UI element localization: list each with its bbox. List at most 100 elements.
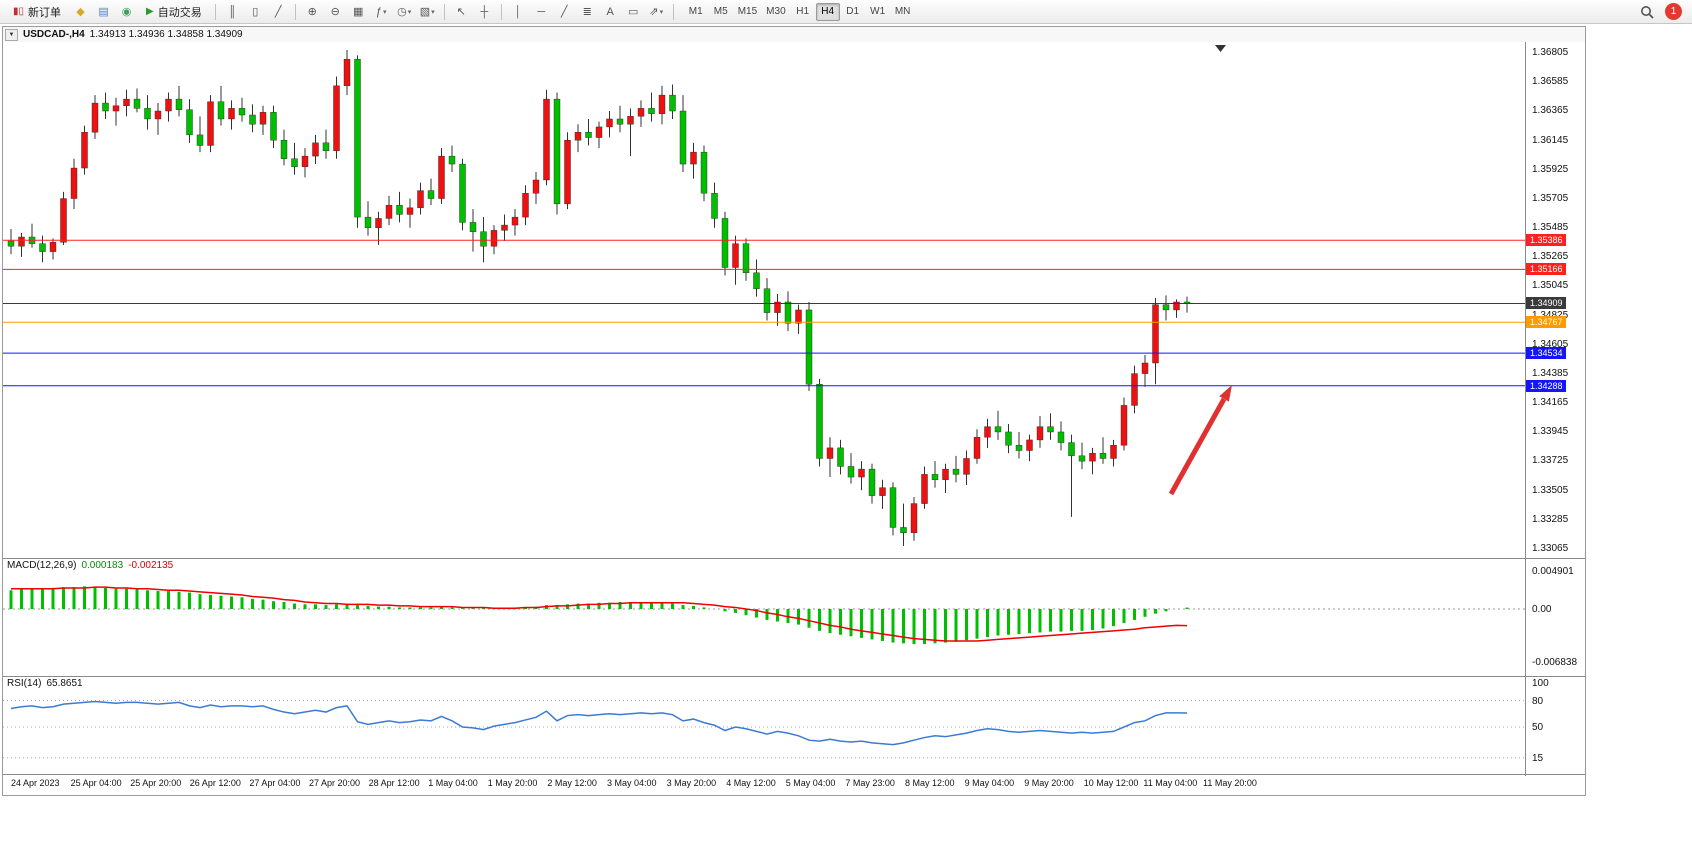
toolbar: ▮▯ 新订单 ◆ ▤ ◉ ▶ 自动交易 ║ ▯ ╱ ⊕ ⊖ ▦ ƒ ▾ ◷ ▾ ▧ ▾ ↖ ┼ │ ─ ╱ ≣ A ▭ ⇗ ▾ M1 M5 M… (0, 0, 1692, 24)
price-axis[interactable]: 1.36805 1.36585 1.36365 1.36145 1.35925 1.357… (1525, 42, 1586, 776)
price-pane[interactable] (3, 42, 1585, 559)
resistance-line-1-tag[interactable]: 1.35386 (1526, 234, 1566, 247)
indicators-button[interactable]: ƒ ▾ (371, 2, 392, 22)
chart-window: ▼ USDCAD-,H4 1.34913 1.34936 1.34858 1.3… (2, 26, 1586, 796)
toolbar-items: ▮▯ 新订单 ◆ ▤ ◉ ▶ 自动交易 ║ ▯ ╱ ⊕ ⊖ ▦ ƒ ▾ ◷ ▾ ▧ ▾ ↖ ┼ │ ─ ╱ ≣ A ▭ ⇗ ▾ M1 M5 M… (6, 0, 1686, 23)
zoom-in-button[interactable]: ⊕ (302, 2, 323, 22)
rsi-indicator-name: RSI(14) (7, 678, 42, 689)
macd-pane[interactable]: MACD(12,26,9) 0.000183 -0.002135 (3, 559, 1585, 677)
price-axis-label: 1.36805 (1532, 47, 1569, 58)
date-axis[interactable]: 24 Apr 2023 25 Apr 04:00 25 Apr 20:00 26 Ap… (3, 775, 1525, 793)
price-axis-label: 1.35485 (1532, 222, 1569, 234)
timeframe-button-m1[interactable]: M1 (684, 3, 708, 21)
label-icon-button[interactable]: ▭ (623, 2, 644, 22)
candlestick-chart-icon-button[interactable]: ▯ (245, 2, 266, 22)
support-line-orange-tag[interactable]: 1.34767 (1526, 316, 1566, 329)
timeframe-button-h4[interactable]: H4 (815, 2, 840, 21)
date-axis-label: 25 Apr 20:00 (130, 778, 182, 788)
fibonacci-icon-button[interactable]: ≣ (577, 2, 598, 22)
macd-signal-line (11, 586, 1188, 642)
macd-signal-value: -0.002135 (128, 560, 174, 571)
price-axis-label: 1.36585 (1532, 76, 1569, 88)
trendline-icon-button[interactable]: ╱ (554, 2, 575, 22)
macd-histogram (9, 586, 1189, 645)
toolbar-separator (672, 3, 674, 20)
auto-trading-icon: ▶ (146, 6, 154, 17)
price-axis-label: 1.34165 (1532, 397, 1569, 409)
text-icon-button[interactable]: A (600, 2, 621, 22)
dropdown-arrow-icon: ▾ (383, 8, 387, 16)
macd-canvas[interactable] (3, 559, 1525, 676)
market-watch-icon-button[interactable]: ▤ (93, 2, 114, 22)
price-axis-label: 1.33285 (1532, 513, 1569, 525)
timeframe-button-m30[interactable]: M30 (762, 3, 789, 21)
label-icon-icon: ▭ (628, 6, 639, 18)
timeframe-button-d1[interactable]: D1 (841, 3, 865, 21)
data-window-icon-button[interactable]: ◉ (116, 2, 137, 22)
tile-windows-icon-button[interactable]: ▦ (348, 2, 369, 22)
periods-button[interactable]: ◷ ▾ (394, 2, 415, 22)
rsi-canvas[interactable] (3, 677, 1525, 774)
toolbar-separator (214, 3, 216, 20)
notification-badge[interactable]: 1 (1665, 3, 1682, 20)
arrows-icon-icon: ⇗ (649, 6, 659, 18)
main-chart-canvas[interactable] (3, 42, 1525, 558)
search-button[interactable] (1636, 2, 1657, 22)
price-axis-label: 1.33945 (1532, 426, 1569, 438)
date-axis-label: 26 Apr 12:00 (189, 778, 241, 788)
data-window-icon-icon: ◉ (121, 6, 132, 18)
timeframe-button-m15[interactable]: M15 (734, 3, 761, 21)
current-price-line-tag[interactable]: 1.34909 (1526, 297, 1566, 310)
zoom-out-icon: ⊖ (330, 6, 340, 18)
crosshair-icon-button[interactable]: ┼ (474, 2, 495, 22)
periods-icon: ◷ (397, 6, 407, 18)
date-axis-label: 11 May 04:00 (1143, 778, 1198, 788)
timeframe-button-w1[interactable]: W1 (866, 3, 890, 21)
price-axis-label: 1.33065 (1532, 543, 1569, 554)
crosshair-icon-icon: ┼ (480, 5, 489, 18)
auto-trading-button[interactable]: ▶ 自动交易 (139, 2, 209, 22)
dropdown-arrow-icon: ▾ (659, 8, 664, 16)
macd-indicator-name: MACD(12,26,9) (7, 560, 77, 571)
profiles-icon-button[interactable]: ◆ (70, 2, 91, 22)
chart-title-bar: ▼ USDCAD-,H4 1.34913 1.34936 1.34858 1.3… (3, 27, 1585, 42)
price-axis-label: 1.35925 (1532, 163, 1569, 175)
collapse-chart-button[interactable]: ▼ (5, 28, 18, 41)
date-axis-label: 2 May 12:00 (547, 778, 597, 788)
line-chart-icon-button[interactable]: ╱ (268, 2, 289, 22)
zoom-out-button[interactable]: ⊖ (325, 2, 346, 22)
rsi-axis-label: 100 (1532, 678, 1549, 689)
chart-shift-marker-icon[interactable] (1215, 45, 1226, 52)
cursor-icon-icon: ↖ (456, 6, 466, 18)
price-axis-label: 1.33725 (1532, 455, 1569, 467)
cursor-icon-button[interactable]: ↖ (451, 2, 472, 22)
resistance-line-2-tag[interactable]: 1.35166 (1526, 263, 1566, 276)
date-axis-label: 4 May 12:00 (726, 778, 776, 788)
zoom-in-icon: ⊕ (307, 6, 317, 18)
date-axis-label: 24 Apr 2023 (11, 778, 60, 788)
timeframe-button-m5[interactable]: M5 (709, 3, 733, 21)
new-order-button[interactable]: ▮▯ 新订单 (6, 2, 68, 22)
rsi-pane[interactable]: RSI(14) 65.8651 (3, 677, 1585, 775)
chart-ohlc-values: 1.34913 1.34936 1.34858 1.34909 (89, 29, 243, 40)
support-line-blue-1-tag[interactable]: 1.34534 (1526, 347, 1566, 360)
rsi-axis-label: 15 (1532, 752, 1544, 764)
timeframe-button-mn[interactable]: MN (891, 3, 915, 21)
trend-arrow-annotation[interactable] (1168, 385, 1232, 496)
templates-button[interactable]: ▧ ▾ (417, 2, 438, 22)
arrows-icon-button[interactable]: ⇗ ▾ (646, 2, 667, 22)
rsi-value: 65.8651 (46, 678, 83, 689)
date-axis-label: 5 May 04:00 (785, 778, 836, 788)
horizontal-line-icon-button[interactable]: ─ (531, 2, 552, 22)
dropdown-arrow-icon: ▾ (431, 8, 435, 16)
bar-chart-icon-button[interactable]: ║ (222, 2, 243, 22)
timeframe-button-h1[interactable]: H1 (791, 3, 815, 21)
support-line-blue-2-tag[interactable]: 1.34288 (1526, 379, 1566, 392)
vertical-line-icon-button[interactable]: │ (508, 2, 529, 22)
rsi-axis-label: 50 (1532, 722, 1544, 733)
auto-trading-label: 自动交易 (157, 6, 202, 19)
price-axis-label: 1.34825 (1532, 309, 1569, 321)
price-axis-label: 1.35705 (1532, 192, 1569, 204)
price-axis-label: 1.35265 (1532, 251, 1569, 263)
